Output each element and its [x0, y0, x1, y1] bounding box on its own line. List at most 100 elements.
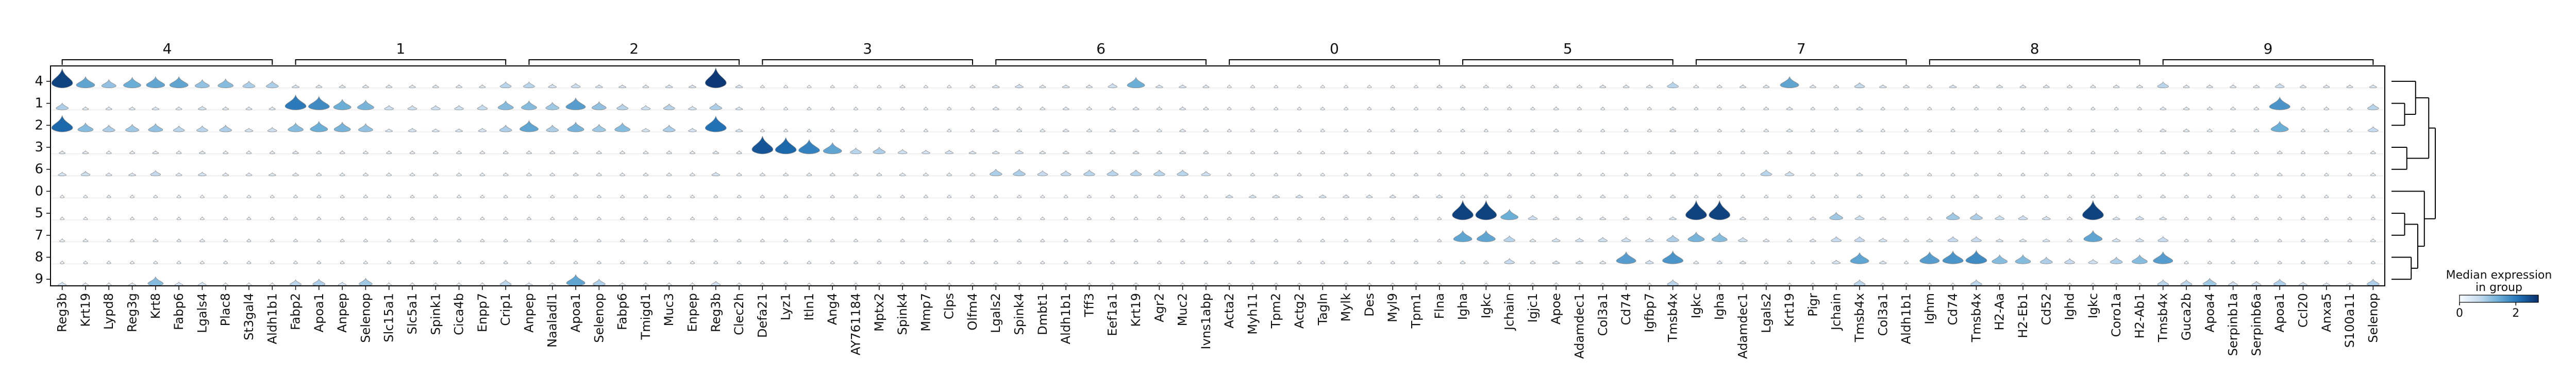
violin-0-Spink4 — [1017, 195, 1022, 198]
violin-3-Fabp2 — [292, 150, 299, 155]
plot-frame — [50, 65, 2385, 286]
violin-3-Muc3 — [666, 150, 672, 155]
violin-7-Jchain — [1503, 235, 1516, 243]
violin-7-St3gal4 — [246, 238, 252, 243]
violin-5-Apoa1 — [573, 216, 578, 220]
group-bracket-3 — [762, 59, 973, 65]
violin-7-Spink4 — [900, 238, 905, 243]
violin-7-Crip1 — [503, 238, 508, 243]
violin-0-Cd74 — [1950, 195, 1955, 198]
violin-0-Igkc — [2090, 195, 2096, 198]
violin-3-Guca2b — [2183, 150, 2189, 155]
gene-label-Coro1a: Coro1a — [2109, 293, 2123, 337]
violin-1-Itln1 — [807, 107, 812, 110]
violin-5-Reg3g — [130, 216, 135, 220]
violin-1-Igfbp7 — [1647, 107, 1652, 110]
gene-label-Mptx2: Mptx2 — [872, 293, 886, 332]
violin-6-Krt19 — [1130, 169, 1142, 176]
violin-5-Slc5a1 — [410, 216, 415, 220]
violin-6-Agr2 — [1153, 169, 1165, 176]
violin-6-Cd74 — [1950, 173, 1955, 176]
violin-8-Tmsb4x — [1662, 250, 1684, 264]
gene-label-Adamdec1: Adamdec1 — [1736, 293, 1750, 359]
violin-8-H2-Ab1 — [2132, 254, 2148, 264]
violin-7-Aldh1b1 — [270, 238, 275, 243]
violin-9-Tmsb4x — [1970, 279, 1982, 286]
violin-6-Cica4b — [456, 172, 462, 176]
group-bracket-4 — [61, 59, 273, 65]
violin-2-Eef1a1 — [1109, 128, 1116, 132]
violin-2-Guca2b — [2183, 128, 2190, 132]
violin-4-Tmsb4x — [1973, 84, 1980, 89]
violin-8-Lyz1 — [783, 261, 789, 264]
violin-2-Tmigd1 — [641, 127, 650, 132]
violin-5-St3gal4 — [246, 216, 252, 220]
violin-8-Aldh1b1 — [270, 261, 275, 264]
violin-6-Ivns1abp — [1201, 170, 1211, 176]
violin-8-AY761184 — [854, 261, 858, 264]
violin-4-Muc3 — [665, 84, 673, 89]
violin-3-Jchain — [1834, 150, 1839, 155]
violin-7-Igkc — [1687, 231, 1705, 243]
violin-4-Anpep — [339, 84, 346, 89]
violin-7-Selenop — [2370, 238, 2376, 243]
violin-7-Adamdec1 — [1738, 236, 1748, 243]
violin-8-Jchain — [1832, 260, 1841, 264]
gene-label-Ighd: Ighd — [2063, 293, 2077, 320]
violin-8-Col3a1 — [1879, 260, 1887, 264]
violin-6-Lgals2 — [989, 168, 1002, 176]
violin-5-Col3a1 — [1879, 216, 1886, 220]
violin-3-Slc5a1 — [409, 150, 415, 155]
violin-9-Serpinb6a — [2251, 281, 2262, 286]
violin-3-Reg3b — [712, 150, 720, 155]
violin-4-Aldh1b1 — [265, 80, 279, 89]
violin-3-Cd74 — [1624, 150, 1629, 155]
violin-6-Igha — [1460, 173, 1465, 176]
violin-7-Muc2 — [1180, 238, 1185, 243]
violin-3-Actg2 — [1297, 150, 1302, 155]
gene-label-Plac8: Plac8 — [219, 293, 233, 326]
violin-6-Tpm2 — [1274, 173, 1279, 176]
violin-4-Actg2 — [1297, 84, 1302, 89]
gene-label-Spink4: Spink4 — [895, 293, 910, 335]
gene-label-Serpinb1a: Serpinb1a — [2226, 293, 2240, 356]
violin-6-Coro1a — [2114, 173, 2119, 176]
group-label-3: 3 — [863, 40, 872, 57]
row-label-8: 8 — [35, 249, 43, 265]
violin-0-Clps — [947, 195, 952, 198]
violin-6-Adamdec1 — [1577, 173, 1582, 176]
violin-4-Igkc — [1693, 84, 1699, 89]
gene-label-Jchain: Jchain — [1829, 293, 1844, 331]
violin-4-Ighd — [2067, 84, 2072, 89]
violin-1-Slc15a1 — [384, 105, 394, 110]
violin-3-Reg3g — [129, 150, 135, 155]
violin-3-Flna — [1437, 150, 1442, 155]
violin-6-Clec2h — [736, 172, 742, 176]
violin-marks — [51, 67, 2380, 286]
violin-0-Tagln — [1318, 194, 1327, 198]
row-label-5: 5 — [35, 205, 43, 221]
violin-4-Apoe — [1553, 84, 1559, 89]
violin-2-Ang4 — [830, 128, 835, 132]
violin-4-Crip1 — [499, 81, 512, 89]
violin-3-Muc2 — [1179, 150, 1186, 155]
violin-9-Selenop — [2366, 278, 2380, 286]
violin-3-Igha — [1460, 150, 1465, 155]
gene-label-Jchain: Jchain — [1502, 293, 1517, 331]
violin-5-Selenop — [2370, 216, 2376, 220]
violin-0-Spink1 — [433, 195, 438, 198]
violin-8-Jchain — [1504, 258, 1515, 264]
violin-7-Selenop — [596, 238, 601, 243]
violin-4-Naaladl1 — [548, 83, 557, 89]
violin-5-Dmbt1 — [1040, 216, 1045, 220]
violin-3-Serpinb1a — [2231, 150, 2236, 155]
violin-7-Acta2 — [1227, 238, 1232, 243]
violin-3-Acta2 — [1227, 150, 1232, 155]
violin-2-Enpep — [688, 127, 697, 132]
violin-8-Ighd — [2064, 258, 2075, 264]
gene-label-Tmigd1: Tmigd1 — [639, 293, 653, 340]
violin-5-H2-Aa — [1995, 215, 2005, 220]
violin-3-Apoa1 — [316, 150, 322, 155]
violin-1-Fabp6 — [175, 106, 182, 110]
violin-7-Lgals4 — [199, 238, 205, 243]
